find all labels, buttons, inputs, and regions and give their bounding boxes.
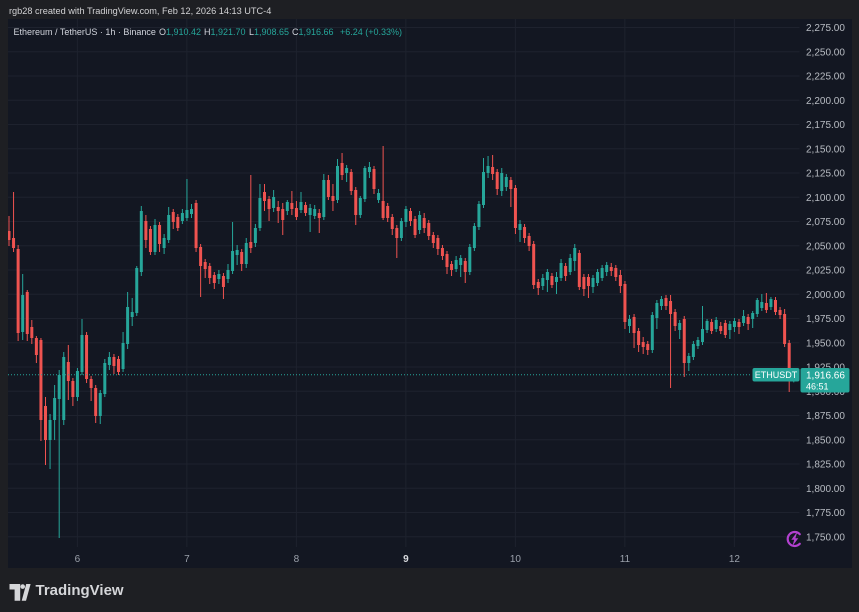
svg-text:2,175.00: 2,175.00 [806,120,845,131]
svg-text:L1,908.65: L1,908.65 [249,27,289,37]
svg-text:2,025.00: 2,025.00 [806,266,845,277]
svg-text:2,000.00: 2,000.00 [806,290,845,301]
svg-text:1,800.00: 1,800.00 [806,484,845,495]
svg-text:1,825.00: 1,825.00 [806,460,845,471]
svg-text:2,250.00: 2,250.00 [806,47,845,58]
svg-text:H1,921.70: H1,921.70 [204,27,246,37]
svg-text:1,916.66: 1,916.66 [806,370,845,381]
svg-text:2,125.00: 2,125.00 [806,169,845,180]
svg-text:2,050.00: 2,050.00 [806,241,845,252]
svg-text:7: 7 [184,554,190,565]
svg-text:10: 10 [510,554,522,565]
svg-text:6: 6 [75,554,81,565]
svg-text:O1,910.42: O1,910.42 [159,27,201,37]
svg-text:46:51: 46:51 [806,381,829,391]
svg-text:Ethereum / TetherUS · 1h · Bin: Ethereum / TetherUS · 1h · Binance [14,27,156,37]
svg-text:2,075.00: 2,075.00 [806,217,845,228]
svg-text:1,975.00: 1,975.00 [806,314,845,325]
svg-text:2,275.00: 2,275.00 [806,23,845,34]
svg-text:C1,916.66: C1,916.66 [292,27,334,37]
svg-text:2,225.00: 2,225.00 [806,72,845,83]
svg-text:1,875.00: 1,875.00 [806,411,845,422]
svg-text:1,850.00: 1,850.00 [806,435,845,446]
svg-text:9: 9 [403,554,409,565]
svg-text:2,200.00: 2,200.00 [806,96,845,107]
svg-text:12: 12 [729,554,741,565]
svg-text:2,100.00: 2,100.00 [806,193,845,204]
svg-text:rgb28 created with TradingView: rgb28 created with TradingView.com, Feb … [9,6,271,16]
svg-text:ETHUSDT: ETHUSDT [755,370,798,380]
svg-text:11: 11 [620,554,631,565]
svg-text:1,750.00: 1,750.00 [806,532,845,543]
svg-text:8: 8 [294,554,300,565]
svg-text:TradingView: TradingView [36,582,124,599]
svg-text:1,775.00: 1,775.00 [806,508,845,519]
svg-text:1,950.00: 1,950.00 [806,338,845,349]
svg-text:2,150.00: 2,150.00 [806,144,845,155]
svg-text:+6.24 (+0.33%): +6.24 (+0.33%) [340,27,402,37]
